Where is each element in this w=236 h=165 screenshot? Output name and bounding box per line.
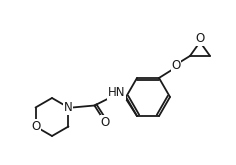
Text: O: O [195, 33, 205, 45]
Text: O: O [101, 116, 110, 129]
Text: O: O [31, 120, 40, 133]
Text: O: O [171, 59, 181, 72]
Text: N: N [64, 101, 73, 114]
Text: HN: HN [108, 86, 125, 99]
